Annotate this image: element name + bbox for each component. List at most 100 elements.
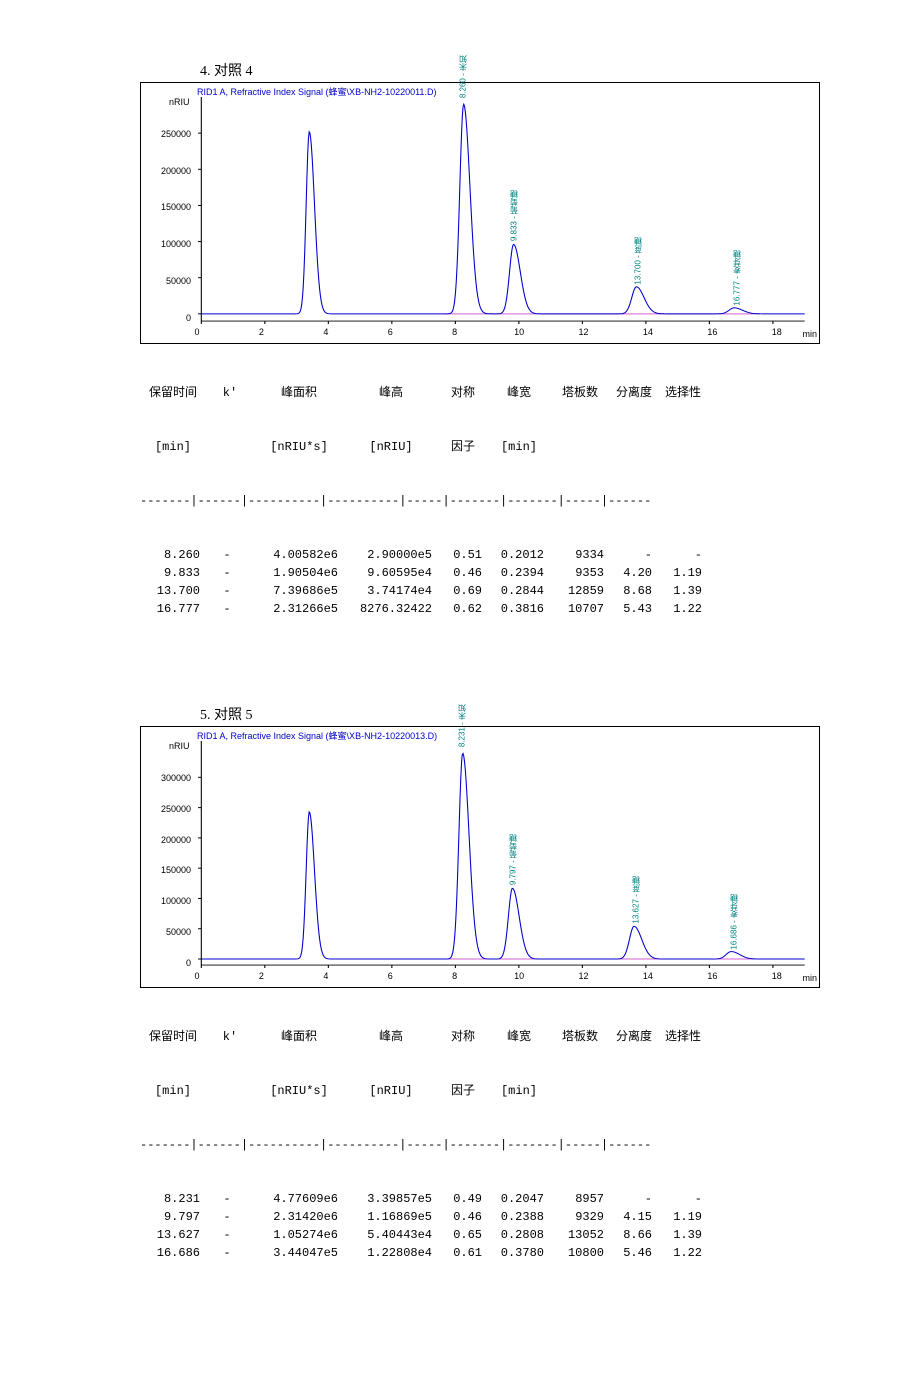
table-header-row: [min][nRIU*s][nRIU]因子[min]: [140, 438, 820, 456]
table-cell: 16.686: [140, 1244, 206, 1262]
y-tick: 250000: [161, 804, 191, 814]
table-header-cell: [206, 1082, 254, 1100]
table-header-cell: [550, 1082, 610, 1100]
peak-label: 13.700 - 蔗糖: [633, 237, 644, 285]
plot-area: 8.260 - 未知9.833 - 葡萄糖13.700 - 蔗糖16.777 -…: [197, 97, 809, 325]
x-tick: 2: [259, 971, 264, 981]
x-unit-label: min: [802, 329, 817, 339]
table-cell: 3.44047e5: [254, 1244, 344, 1262]
table-cell: 0.46: [438, 564, 488, 582]
table-header-cell: [nRIU*s]: [254, 1082, 344, 1100]
table-header-cell: 分离度: [610, 384, 658, 402]
chromatogram-section-1: 5. 对照 5 RID1 A, Refractive Index Signal …: [140, 704, 820, 1298]
table-cell: 3.74174e4: [344, 582, 438, 600]
table-header-cell: k': [206, 384, 254, 402]
table-cell: 1.19: [658, 1208, 708, 1226]
y-tick: 0: [186, 958, 191, 968]
table-cell: 1.39: [658, 582, 708, 600]
table-cell: -: [206, 582, 254, 600]
table-header-cell: 峰面积: [254, 384, 344, 402]
table-row: 9.797-2.31420e61.16869e50.460.238893294.…: [140, 1208, 820, 1226]
table-header-cell: 选择性: [658, 384, 708, 402]
table-header-cell: 对称: [438, 1028, 488, 1046]
table-cell: 8957: [550, 1190, 610, 1208]
table-cell: 4.15: [610, 1208, 658, 1226]
table-header-cell: [min]: [140, 438, 206, 456]
table-cell: 1.22: [658, 1244, 708, 1262]
section-title: 4. 对照 4: [200, 60, 820, 80]
table-cell: -: [206, 600, 254, 618]
chart-frame: RID1 A, Refractive Index Signal (蜂蜜\XB-N…: [140, 726, 820, 988]
table-row: 8.231-4.77609e63.39857e50.490.20478957--: [140, 1190, 820, 1208]
table-cell: 1.05274e6: [254, 1226, 344, 1244]
x-tick: 10: [514, 971, 524, 981]
table-header-cell: 峰宽: [488, 1028, 550, 1046]
table-cell: 9353: [550, 564, 610, 582]
x-tick: 8: [452, 971, 457, 981]
table-header-cell: [min]: [140, 1082, 206, 1100]
table-cell: 2.31266e5: [254, 600, 344, 618]
table-cell: 0.65: [438, 1226, 488, 1244]
table-cell: 0.2394: [488, 564, 550, 582]
x-tick: 16: [707, 971, 717, 981]
x-tick: 2: [259, 327, 264, 337]
table-header-cell: 因子: [438, 1082, 488, 1100]
table-header-cell: [550, 438, 610, 456]
table-cell: 5.43: [610, 600, 658, 618]
table-header-cell: 峰高: [344, 384, 438, 402]
peak-label: 13.627 - 蔗糖: [630, 876, 641, 924]
table-cell: 9329: [550, 1208, 610, 1226]
table-header-cell: [610, 1082, 658, 1100]
x-tick: 0: [194, 971, 199, 981]
y-tick: 100000: [161, 239, 191, 249]
table-cell: 8.68: [610, 582, 658, 600]
x-tick: 6: [388, 971, 393, 981]
table-cell: 13.627: [140, 1226, 206, 1244]
table-cell: 7.39686e5: [254, 582, 344, 600]
table-cell: 0.49: [438, 1190, 488, 1208]
x-tick: 4: [323, 327, 328, 337]
x-unit-label: min: [802, 973, 817, 983]
table-header-cell: [min]: [488, 438, 550, 456]
x-tick: 18: [772, 327, 782, 337]
table-cell: -: [206, 1226, 254, 1244]
x-tick: 10: [514, 327, 524, 337]
table-cell: 8.260: [140, 546, 206, 564]
table-header-cell: [206, 438, 254, 456]
table-cell: 4.00582e6: [254, 546, 344, 564]
x-tick: 18: [772, 971, 782, 981]
table-cell: 0.2388: [488, 1208, 550, 1226]
table-cell: 9.833: [140, 564, 206, 582]
results-table: 保留时间k'峰面积峰高对称峰宽塔板数分离度选择性 [min][nRIU*s][n…: [140, 992, 820, 1298]
section-title: 5. 对照 5: [200, 704, 820, 724]
table-header-cell: [nRIU]: [344, 438, 438, 456]
table-cell: 5.40443e4: [344, 1226, 438, 1244]
table-cell: -: [206, 1190, 254, 1208]
table-header-cell: [658, 1082, 708, 1100]
peak-label: 16.686 - 麦芽糖: [729, 894, 740, 950]
x-tick: 16: [707, 327, 717, 337]
peak-label: 8.231 - 未知: [457, 704, 468, 747]
table-header-cell: 对称: [438, 384, 488, 402]
table-cell: -: [206, 1244, 254, 1262]
table-cell: -: [658, 546, 708, 564]
table-header-cell: 保留时间: [140, 1028, 206, 1046]
x-tick: 8: [452, 327, 457, 337]
table-header-cell: 保留时间: [140, 384, 206, 402]
table-cell: 0.2844: [488, 582, 550, 600]
table-cell: 1.22: [658, 600, 708, 618]
table-cell: 0.51: [438, 546, 488, 564]
table-cell: 0.3816: [488, 600, 550, 618]
table-cell: -: [206, 546, 254, 564]
table-header-cell: 塔板数: [550, 384, 610, 402]
peak-label: 8.260 - 未知: [458, 55, 469, 98]
table-row: 13.627-1.05274e65.40443e40.650.280813052…: [140, 1226, 820, 1244]
table-cell: 0.69: [438, 582, 488, 600]
table-header-cell: 分离度: [610, 1028, 658, 1046]
y-tick: 200000: [161, 166, 191, 176]
y-tick: 50000: [166, 927, 191, 937]
table-cell: 0.2012: [488, 546, 550, 564]
chromatogram-section-0: 4. 对照 4 RID1 A, Refractive Index Signal …: [140, 60, 820, 654]
table-header-cell: 峰宽: [488, 384, 550, 402]
table-cell: -: [610, 546, 658, 564]
